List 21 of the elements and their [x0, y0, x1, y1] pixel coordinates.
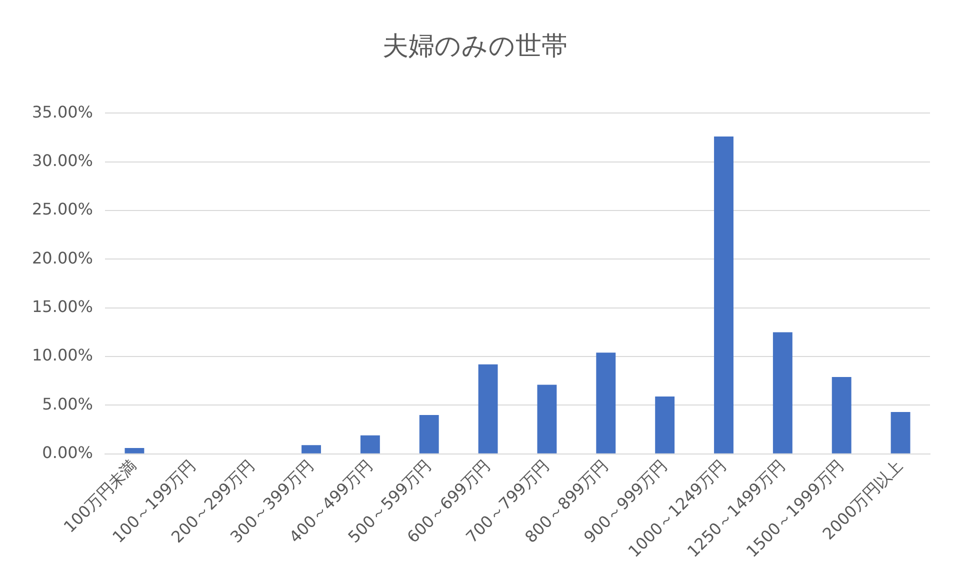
bar: [772, 332, 792, 454]
bar: [655, 396, 675, 454]
bar: [714, 136, 734, 454]
bar: [419, 414, 439, 454]
bar: [890, 412, 910, 454]
y-tick-label: 35.00%: [32, 102, 94, 122]
bar: [537, 384, 557, 454]
y-tick-label: 5.00%: [42, 394, 94, 414]
bar: [302, 445, 321, 454]
bar: [124, 448, 144, 454]
bar: [360, 435, 380, 454]
bar: [832, 376, 852, 454]
y-tick-label: 25.00%: [32, 200, 94, 219]
y-tick-label: 15.00%: [32, 297, 94, 316]
y-tick-label: 20.00%: [32, 248, 94, 268]
y-tick-label: 30.00%: [32, 151, 94, 170]
bar: [478, 364, 498, 454]
y-tick-label: 10.00%: [32, 346, 94, 365]
bar: [596, 352, 616, 454]
chart-title: 夫婦のみの世帯: [382, 31, 568, 62]
y-tick-label: 0.00%: [42, 443, 94, 462]
